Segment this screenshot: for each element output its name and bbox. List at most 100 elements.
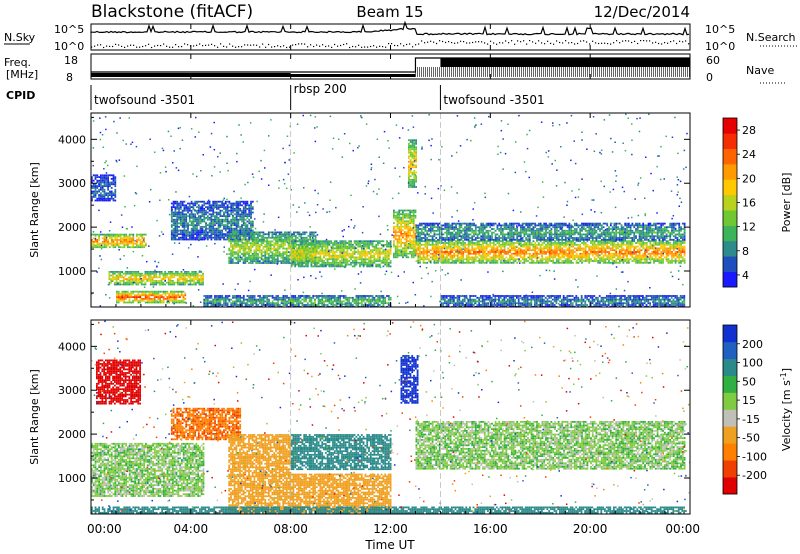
power-cell <box>500 254 502 257</box>
power-cell <box>253 242 256 245</box>
power-cell <box>103 242 106 245</box>
power-cell <box>422 252 425 255</box>
power-cell <box>297 304 300 306</box>
power-cell <box>110 281 113 284</box>
power-cell <box>271 233 274 236</box>
power-cell <box>317 260 320 262</box>
power-cell <box>315 242 318 244</box>
power-cell <box>235 229 238 232</box>
power-cell <box>153 283 156 286</box>
power-cell <box>155 301 158 304</box>
power-cell <box>128 246 131 249</box>
power-cell <box>303 231 306 234</box>
power-cell <box>413 171 416 174</box>
power-cell <box>171 272 174 275</box>
power-cell <box>289 253 292 255</box>
power-cell <box>260 240 263 243</box>
power-cell <box>188 231 191 234</box>
power-cell <box>442 256 445 259</box>
power-cell <box>237 236 240 239</box>
power-cell <box>496 240 499 243</box>
power-cell <box>196 229 198 232</box>
power-cell <box>130 272 132 275</box>
power-cell <box>290 252 293 255</box>
power-cell <box>242 249 245 252</box>
power-cell <box>200 271 203 273</box>
noise-search-point <box>103 46 105 49</box>
power-cell <box>305 256 307 259</box>
power-cell <box>413 139 416 142</box>
power-cell <box>398 254 401 257</box>
power-cell <box>292 304 295 306</box>
power-cell <box>223 220 225 223</box>
power-cell <box>226 233 229 235</box>
power-cell <box>409 169 412 172</box>
power-cell <box>366 245 369 248</box>
power-cell <box>415 171 417 174</box>
power-cell <box>224 300 227 303</box>
power-cell <box>179 220 182 223</box>
power-cell <box>294 258 297 261</box>
power-cell <box>109 199 111 202</box>
power-cell <box>132 296 134 298</box>
power-cell <box>174 235 177 237</box>
power-cell <box>339 243 342 246</box>
power-cell <box>125 233 127 236</box>
power-cell <box>405 256 408 259</box>
power-cell <box>309 254 312 257</box>
power-cell <box>148 292 151 295</box>
noise-search-point <box>100 44 102 46</box>
power-cell <box>96 239 99 241</box>
power-cell <box>353 302 356 305</box>
power-cell <box>117 271 120 273</box>
power-cell <box>332 254 334 257</box>
power-cell <box>241 224 243 226</box>
power-cell <box>205 202 207 205</box>
noise-search-point <box>400 43 402 45</box>
power-cell <box>219 235 222 237</box>
power-cell <box>326 295 329 297</box>
power-cell <box>264 295 267 297</box>
power-cell <box>159 294 161 297</box>
power-cell <box>194 217 197 219</box>
power-cell <box>255 256 258 259</box>
power-cell <box>402 218 404 221</box>
power-cell <box>190 224 193 226</box>
noise-search-point <box>460 40 462 42</box>
power-cell <box>411 148 414 151</box>
power-cell <box>359 242 361 244</box>
power-cell <box>250 213 252 216</box>
power-cell <box>199 211 202 214</box>
power-cell <box>182 278 185 280</box>
power-cell <box>233 238 236 241</box>
power-cell <box>221 200 224 203</box>
power-cell <box>282 262 285 264</box>
power-cell <box>292 247 295 250</box>
power-cell <box>231 262 234 264</box>
power-cell <box>139 281 141 284</box>
power-cell <box>242 262 245 264</box>
power-cell <box>455 245 457 248</box>
power-cell <box>278 236 281 239</box>
power-cell <box>183 227 186 230</box>
power-cell <box>126 271 129 273</box>
power-cell <box>438 252 441 255</box>
power-cell <box>130 233 133 236</box>
power-cell <box>464 258 466 261</box>
power-cell <box>121 290 124 293</box>
power-cell <box>469 252 472 255</box>
power-cell <box>141 294 143 297</box>
power-cell <box>405 238 408 241</box>
power-cell <box>366 300 369 303</box>
power-cell <box>306 305 309 307</box>
power-cell <box>424 243 427 246</box>
power-cell <box>368 296 370 299</box>
power-cell <box>348 247 351 250</box>
power-cell <box>101 242 104 245</box>
power-cell <box>134 298 136 300</box>
power-cell <box>433 254 436 257</box>
power-cell <box>128 276 131 279</box>
power-cell <box>342 256 345 259</box>
power-cell <box>296 251 298 253</box>
